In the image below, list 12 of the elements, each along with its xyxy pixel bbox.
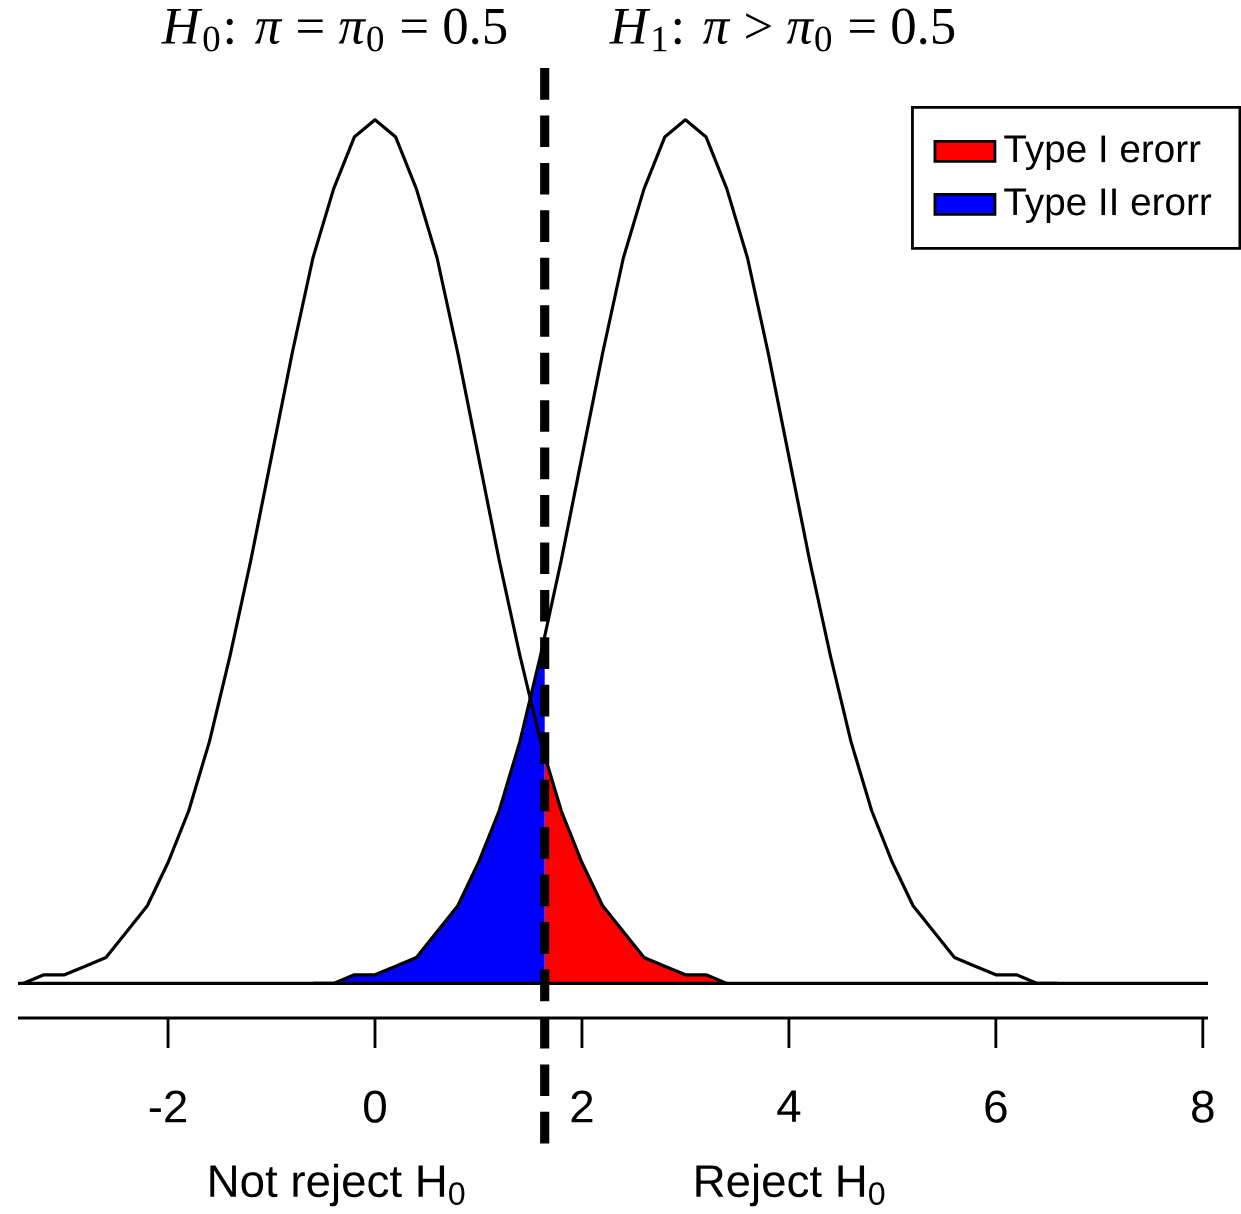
text: H$_{1}$: π > π$_{0}$ = 0.5: [609, 8, 955, 52]
x-tick-label: 6: [985, 1090, 1007, 1123]
x-tick-label: 0: [364, 1090, 386, 1123]
legend-label: Type I erorr: [1004, 135, 1201, 171]
text: Reject H$_{0}$: [696, 1163, 885, 1207]
text: H$_{0}$: π = π$_{0}$ = 0.5: [161, 8, 507, 52]
legend-label: Type II erorr: [1004, 188, 1212, 224]
x-tick-label: 4: [777, 1090, 801, 1122]
x-tick-label: 2: [571, 1090, 593, 1123]
text: Not reject H$_{0}$: [210, 1163, 465, 1207]
x-tick-label: 8: [1192, 1090, 1214, 1123]
x-tick-label: -2: [149, 1090, 187, 1123]
